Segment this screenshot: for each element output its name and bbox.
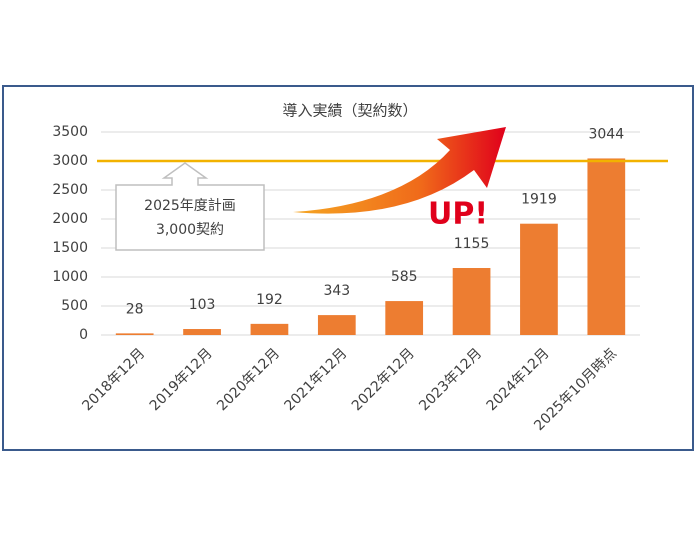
- data-label: 585: [391, 269, 418, 285]
- y-tick-label: 2000: [52, 211, 88, 227]
- y-tick-label: 3000: [52, 153, 88, 169]
- bar: [520, 223, 558, 335]
- bar: [250, 323, 289, 335]
- callout-line: 3,000契約: [156, 222, 224, 238]
- data-label: 103: [189, 297, 216, 313]
- callout-line: 2025年度計画: [144, 198, 236, 214]
- data-label: 3044: [588, 126, 624, 142]
- bar: [317, 315, 356, 335]
- data-label: 1919: [521, 192, 557, 208]
- up-label: UP!: [428, 197, 488, 232]
- y-tick-label: 3500: [52, 124, 88, 140]
- bar: [587, 158, 626, 335]
- data-label: 192: [256, 292, 283, 308]
- data-label: 28: [126, 301, 144, 317]
- callout-box: [115, 162, 265, 251]
- bar: [183, 329, 221, 335]
- frame: [2, 85, 694, 451]
- bar: [385, 301, 424, 335]
- y-tick-label: 500: [61, 298, 88, 314]
- up-arrow: [293, 127, 506, 214]
- y-tick-label: 1500: [52, 240, 88, 256]
- chart-title: 導入実績（契約数）: [282, 102, 417, 120]
- data-label: 1155: [454, 236, 490, 252]
- data-label: 343: [323, 283, 350, 299]
- y-tick-label: 0: [79, 327, 88, 343]
- y-tick-label: 1000: [52, 269, 88, 285]
- bar: [115, 333, 154, 335]
- bar: [452, 268, 491, 335]
- bars: [115, 158, 626, 335]
- y-tick-label: 2500: [52, 182, 88, 198]
